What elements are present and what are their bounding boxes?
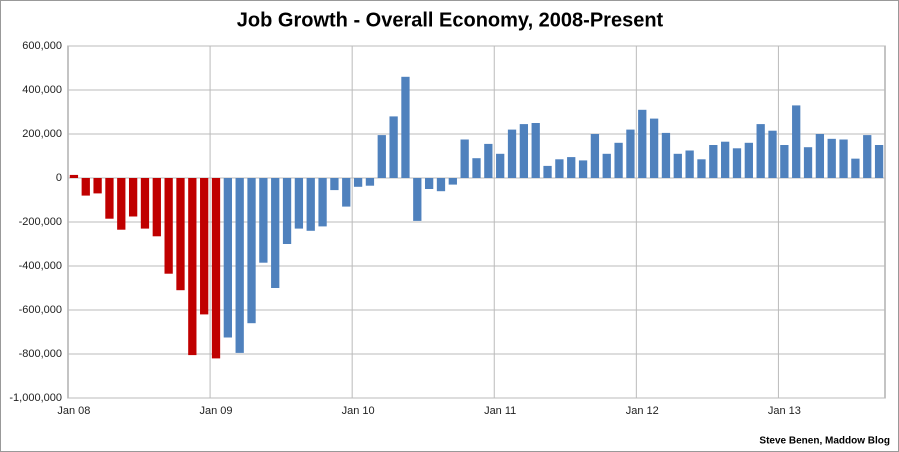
x-tick-label: Jan 13 bbox=[768, 405, 801, 417]
bar bbox=[81, 178, 90, 196]
bar bbox=[306, 178, 315, 231]
bar bbox=[839, 139, 848, 178]
y-tick-label: -200,000 bbox=[19, 216, 62, 228]
x-tick-label: Jan 10 bbox=[342, 405, 375, 417]
bar bbox=[259, 178, 268, 263]
x-tick-label: Jan 11 bbox=[484, 405, 516, 417]
bar bbox=[863, 135, 872, 178]
bar bbox=[117, 178, 126, 230]
bar bbox=[353, 178, 363, 187]
bar bbox=[602, 153, 611, 178]
bar bbox=[223, 178, 232, 338]
bar bbox=[164, 178, 173, 274]
bar bbox=[318, 178, 327, 227]
chart-title: Job Growth - Overall Economy, 2008-Prese… bbox=[237, 9, 664, 31]
y-tick-label: 200,000 bbox=[22, 128, 62, 140]
bar bbox=[638, 109, 647, 178]
bar bbox=[685, 150, 694, 178]
bar bbox=[235, 178, 244, 353]
bar bbox=[815, 134, 825, 178]
x-tick-label: Jan 09 bbox=[199, 405, 232, 417]
bar bbox=[744, 142, 753, 178]
bar bbox=[211, 178, 221, 359]
credit: Steve Benen, Maddow Blog bbox=[759, 436, 890, 447]
bar bbox=[507, 129, 517, 178]
y-tick-label: -800,000 bbox=[19, 348, 62, 360]
bar bbox=[294, 178, 304, 229]
bar bbox=[271, 178, 280, 288]
bar bbox=[342, 178, 351, 207]
bar bbox=[803, 147, 813, 178]
bar bbox=[732, 148, 742, 178]
bar bbox=[768, 130, 777, 178]
bar bbox=[649, 118, 659, 178]
bar bbox=[128, 178, 138, 217]
bar bbox=[590, 134, 600, 178]
bar bbox=[460, 139, 469, 178]
bar bbox=[389, 116, 398, 178]
bar bbox=[93, 178, 102, 194]
bar bbox=[200, 178, 209, 315]
bar bbox=[697, 159, 706, 178]
x-tick-label: Jan 12 bbox=[626, 405, 659, 417]
bar bbox=[377, 135, 386, 178]
y-tick-label: -600,000 bbox=[19, 304, 62, 316]
bar bbox=[626, 129, 635, 178]
x-tick-label: Jan 08 bbox=[57, 405, 90, 417]
bar bbox=[472, 158, 481, 178]
bar bbox=[614, 142, 623, 178]
bar bbox=[874, 145, 884, 178]
bar bbox=[176, 178, 185, 291]
bar bbox=[567, 157, 576, 178]
bar bbox=[448, 178, 457, 185]
bar bbox=[188, 178, 197, 356]
bar bbox=[851, 158, 860, 178]
bar bbox=[721, 141, 730, 178]
bar bbox=[709, 145, 718, 178]
y-tick-label: -1,000,000 bbox=[9, 392, 62, 404]
bar bbox=[69, 174, 79, 178]
bar bbox=[543, 165, 552, 178]
y-tick-label: -400,000 bbox=[19, 260, 62, 272]
bar bbox=[780, 145, 789, 178]
bar bbox=[401, 76, 410, 178]
bar bbox=[105, 178, 114, 219]
bar bbox=[436, 178, 446, 192]
bar bbox=[661, 132, 671, 178]
bar bbox=[152, 178, 161, 237]
bar bbox=[365, 178, 375, 186]
bar bbox=[531, 123, 540, 178]
bar bbox=[792, 105, 801, 178]
bar bbox=[827, 138, 836, 178]
bar bbox=[756, 124, 765, 178]
bar bbox=[413, 178, 422, 221]
bar bbox=[496, 153, 505, 178]
bar bbox=[484, 143, 493, 178]
bar bbox=[673, 153, 682, 178]
y-tick-label: 400,000 bbox=[22, 84, 62, 96]
bar bbox=[519, 124, 529, 178]
bar bbox=[282, 178, 292, 244]
bar bbox=[330, 178, 339, 191]
bar bbox=[247, 178, 256, 324]
bar bbox=[424, 178, 434, 189]
bar bbox=[578, 160, 588, 178]
y-tick-label: 0 bbox=[56, 172, 62, 184]
bar bbox=[555, 159, 564, 178]
bar bbox=[140, 178, 150, 229]
y-tick-label: 600,000 bbox=[22, 40, 62, 52]
